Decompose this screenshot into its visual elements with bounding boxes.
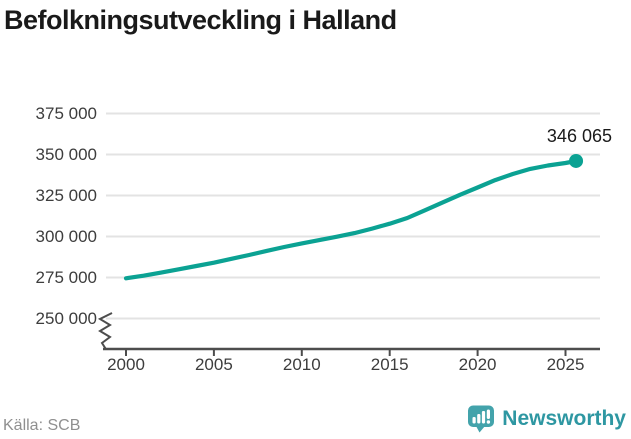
x-tick-label: 2005	[194, 355, 233, 374]
x-tick-label: 2000	[107, 355, 145, 374]
y-tick-label: 375 000	[35, 103, 97, 123]
y-tick-label: 350 000	[35, 144, 97, 164]
y-tick-label: 250 000	[35, 308, 97, 328]
x-tick-label: 2020	[458, 355, 497, 374]
brand-wordmark: Newsworthy	[502, 406, 626, 430]
newsworthy-logo: Newsworthy	[467, 404, 626, 433]
y-tick-label: 275 000	[35, 267, 97, 287]
x-tick-label: 2025	[546, 355, 585, 374]
chart-title: Befolkningsutveckling i Halland	[4, 5, 397, 35]
x-tick-label: 2015	[370, 355, 409, 374]
y-tick-label: 300 000	[35, 226, 97, 246]
last-value-label: 346 065	[546, 126, 612, 146]
population-series-line	[123, 158, 579, 281]
source-caption: Källa: SCB	[3, 417, 81, 434]
y-tick-label: 325 000	[35, 185, 97, 205]
y-axis-break-zigzag	[97, 312, 113, 350]
last-point-marker	[569, 153, 584, 168]
newsworthy-chart-bubble-icon	[468, 405, 495, 433]
x-tick-label: 2010	[282, 355, 321, 374]
